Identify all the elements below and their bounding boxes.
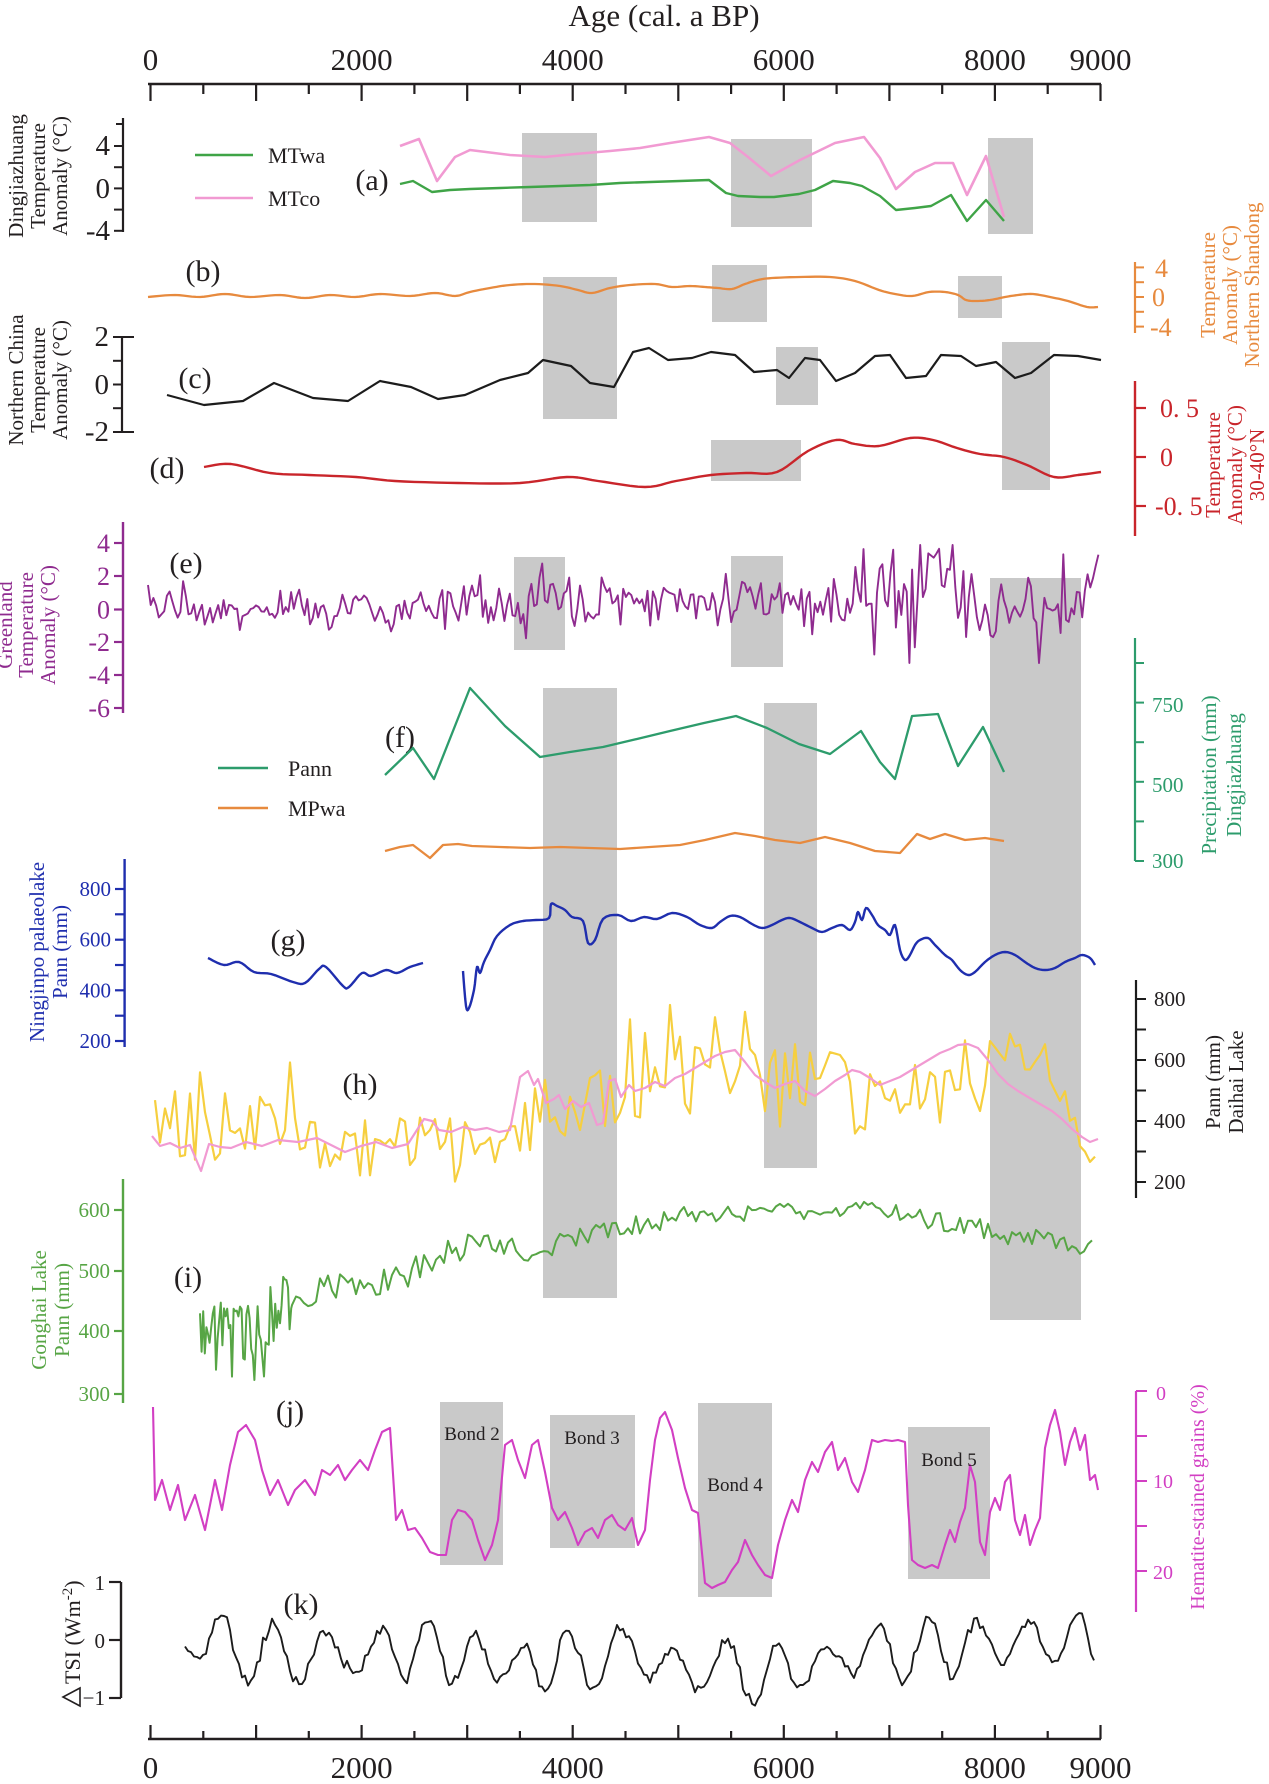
svg-text:6000: 6000 xyxy=(753,1750,815,1784)
svg-text:4000: 4000 xyxy=(542,1750,604,1784)
svg-text:2: 2 xyxy=(95,321,110,353)
svg-text:600: 600 xyxy=(79,1198,111,1222)
svg-text:(e): (e) xyxy=(169,547,202,580)
svg-text:Northern Shandong: Northern Shandong xyxy=(1240,202,1264,368)
svg-text:9000: 9000 xyxy=(1070,42,1132,77)
svg-text:0: 0 xyxy=(96,173,111,205)
svg-text:0: 0 xyxy=(1160,443,1173,472)
svg-text:(i): (i) xyxy=(174,1261,202,1294)
svg-text:6000: 6000 xyxy=(753,42,815,77)
svg-text:(g): (g) xyxy=(271,924,306,957)
svg-text:-6: -6 xyxy=(88,694,110,723)
svg-text:200: 200 xyxy=(1154,1170,1186,1194)
svg-text:30-40°N: 30-40°N xyxy=(1245,429,1269,502)
svg-text:(a): (a) xyxy=(355,164,388,197)
svg-text:300: 300 xyxy=(79,1382,111,1406)
svg-text:400: 400 xyxy=(80,978,112,1002)
svg-text:Bond 2: Bond 2 xyxy=(444,1424,499,1445)
svg-text:TSI (Wm-2): TSI (Wm-2) xyxy=(60,1580,85,1684)
svg-text:8000: 8000 xyxy=(964,42,1026,77)
svg-text:Pann (mm): Pann (mm) xyxy=(48,905,72,999)
svg-text:Gonghai Lake: Gonghai Lake xyxy=(27,1250,51,1370)
svg-text:500: 500 xyxy=(79,1259,111,1283)
svg-text:0: 0 xyxy=(143,1750,159,1784)
svg-text:Dingjiazhuang: Dingjiazhuang xyxy=(1222,713,1246,837)
svg-text:-4: -4 xyxy=(88,661,110,690)
svg-text:Precipitation (mm): Precipitation (mm) xyxy=(1197,695,1221,854)
svg-text:Daihai Lake: Daihai Lake xyxy=(1224,1030,1248,1133)
svg-text:4: 4 xyxy=(97,529,110,558)
svg-text:0: 0 xyxy=(95,369,110,401)
svg-text:Pann (mm): Pann (mm) xyxy=(1201,1035,1225,1129)
svg-text:Anomaly (°C): Anomaly (°C) xyxy=(36,565,60,685)
svg-text:Anomaly (°C): Anomaly (°C) xyxy=(48,320,72,440)
svg-text:Bond 5: Bond 5 xyxy=(921,1450,976,1471)
svg-text:Dingjiazhuang: Dingjiazhuang xyxy=(4,114,28,238)
svg-text:Greenland: Greenland xyxy=(0,581,17,669)
svg-text:750: 750 xyxy=(1152,693,1184,717)
svg-text:4: 4 xyxy=(1155,254,1168,283)
svg-text:0: 0 xyxy=(143,42,159,77)
svg-text:8000: 8000 xyxy=(964,1750,1026,1784)
svg-text:Age (cal. a BP): Age (cal. a BP) xyxy=(568,0,759,33)
svg-text:Anomaly (°C): Anomaly (°C) xyxy=(1218,225,1242,345)
svg-text:(f): (f) xyxy=(385,721,415,754)
svg-text:(j): (j) xyxy=(276,1395,304,1428)
svg-text:Temperature: Temperature xyxy=(26,327,50,433)
svg-text:600: 600 xyxy=(1154,1048,1186,1072)
svg-text:-0. 5: -0. 5 xyxy=(1155,492,1203,521)
svg-text:400: 400 xyxy=(1154,1109,1186,1133)
svg-text:2000: 2000 xyxy=(331,42,393,77)
svg-text:4000: 4000 xyxy=(542,42,604,77)
svg-text:0: 0 xyxy=(1152,283,1165,312)
svg-text:20: 20 xyxy=(1153,1562,1173,1584)
svg-text:Bond 3: Bond 3 xyxy=(564,1428,619,1449)
svg-text:(k): (k) xyxy=(284,1588,319,1621)
svg-text:9000: 9000 xyxy=(1070,1750,1132,1784)
svg-text:-2: -2 xyxy=(85,416,109,448)
svg-text:0: 0 xyxy=(95,1629,106,1653)
svg-text:2000: 2000 xyxy=(331,1750,393,1784)
svg-text:800: 800 xyxy=(80,877,112,901)
svg-text:-4: -4 xyxy=(1150,313,1172,342)
svg-text:(h): (h) xyxy=(343,1068,378,1101)
svg-text:0. 5: 0. 5 xyxy=(1160,394,1199,423)
svg-text:Temperature: Temperature xyxy=(1201,412,1225,518)
svg-text:Temperature: Temperature xyxy=(1196,232,1220,338)
svg-text:MTwa: MTwa xyxy=(268,143,325,168)
svg-text:10: 10 xyxy=(1153,1471,1173,1493)
svg-text:MTco: MTco xyxy=(268,186,320,211)
svg-text:Northern China: Northern China xyxy=(4,314,28,446)
svg-text:0: 0 xyxy=(97,596,110,625)
svg-text:Temperature: Temperature xyxy=(26,123,50,229)
svg-text:600: 600 xyxy=(80,928,112,952)
svg-text:Pann (mm): Pann (mm) xyxy=(50,1263,74,1357)
svg-text:400: 400 xyxy=(79,1319,111,1343)
svg-text:Bond 4: Bond 4 xyxy=(707,1475,763,1496)
svg-text:(b): (b) xyxy=(186,255,221,288)
svg-text:800: 800 xyxy=(1154,987,1186,1011)
svg-text:4: 4 xyxy=(96,130,111,162)
svg-text:2: 2 xyxy=(97,562,110,591)
svg-text:(d): (d) xyxy=(150,452,185,485)
svg-text:Anomaly (°C): Anomaly (°C) xyxy=(48,116,72,236)
svg-text:Ningjinpo palaeolake: Ningjinpo palaeolake xyxy=(25,862,49,1042)
svg-text:Hematite-stained grains (%): Hematite-stained grains (%) xyxy=(1187,1384,1209,1609)
svg-text:Temperature: Temperature xyxy=(14,572,38,678)
svg-text:500: 500 xyxy=(1152,773,1184,797)
svg-text:300: 300 xyxy=(1152,849,1184,873)
svg-text:200: 200 xyxy=(80,1029,112,1053)
svg-text:-2: -2 xyxy=(88,628,110,657)
svg-text:0: 0 xyxy=(1156,1383,1166,1405)
svg-text:(c): (c) xyxy=(178,362,211,395)
svg-text:MPwa: MPwa xyxy=(288,796,346,821)
svg-text:Anomaly (°C): Anomaly (°C) xyxy=(1223,405,1247,525)
svg-text:1: 1 xyxy=(95,1571,106,1595)
svg-text:-4: -4 xyxy=(86,215,111,247)
svg-text:Pann: Pann xyxy=(288,756,332,781)
svg-text:−1: −1 xyxy=(83,1686,105,1710)
